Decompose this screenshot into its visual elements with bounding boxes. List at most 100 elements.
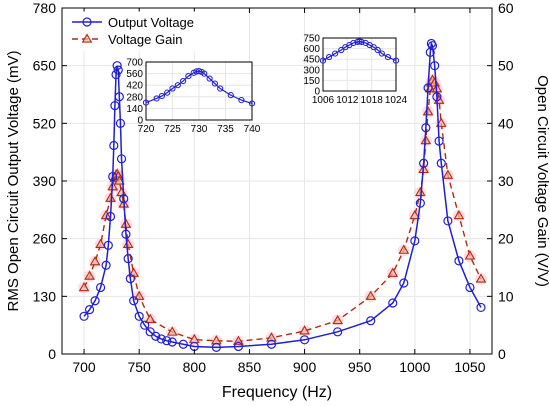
inset-point xyxy=(374,46,381,54)
output-voltage-point xyxy=(410,236,420,246)
voltage-gain-point xyxy=(398,244,410,254)
inset-point xyxy=(227,92,234,99)
output-voltage-point xyxy=(430,61,440,71)
output-voltage-point xyxy=(388,298,398,308)
inset-point xyxy=(142,99,150,106)
voltage-gain-point xyxy=(435,117,447,127)
output-voltage-point xyxy=(415,198,425,208)
inset-point xyxy=(378,50,385,57)
voltage-gain-point xyxy=(387,267,399,277)
output-voltage-point xyxy=(299,335,310,345)
inset-x-tick-label: 1012 xyxy=(336,95,359,106)
output-voltage-point xyxy=(103,240,113,250)
voltage-gain-point xyxy=(133,290,145,300)
y-left-tick-label: 520 xyxy=(33,115,57,131)
output-voltage-point xyxy=(454,256,464,266)
y-right-tick-label: 10 xyxy=(498,288,514,304)
inset-y-tick-label: 140 xyxy=(126,104,143,115)
inset-point xyxy=(384,53,391,61)
output-voltage-point xyxy=(90,296,100,306)
x-tick-label: 700 xyxy=(72,359,96,375)
legend-label: Output Voltage xyxy=(108,15,194,30)
output-voltage-point xyxy=(333,327,343,337)
inset-point xyxy=(211,80,218,87)
output-voltage-point xyxy=(110,100,120,111)
y-right-tick-label: 60 xyxy=(498,0,514,16)
output-voltage-point xyxy=(366,316,376,326)
voltage-gain-point xyxy=(420,134,432,145)
inset-border xyxy=(145,61,253,121)
inset-y-tick-label: 750 xyxy=(303,34,320,45)
y-left-tick-label: 390 xyxy=(33,173,57,189)
output-voltage-point xyxy=(425,47,435,57)
inset-x-tick-label: 1024 xyxy=(385,95,408,106)
output-voltage-line xyxy=(83,40,482,349)
output-voltage-point xyxy=(266,339,277,349)
output-voltage-point xyxy=(134,311,144,321)
voltage-gain-point xyxy=(89,256,101,266)
voltage-gain-point xyxy=(105,192,116,202)
inset-point xyxy=(248,100,256,107)
inset-point xyxy=(195,68,203,75)
voltage-gain-point xyxy=(84,270,95,280)
x-tick-label: 950 xyxy=(348,359,372,375)
output-voltage-point xyxy=(119,194,129,204)
y-axis-right-label: Open Circuit Voltage Gain (V/V) xyxy=(534,75,550,287)
inset-point xyxy=(370,44,377,51)
output-voltage-point xyxy=(421,123,431,133)
output-voltage-point xyxy=(84,305,95,315)
inset-point xyxy=(153,95,160,102)
output-voltage-point xyxy=(79,311,89,321)
output-voltage-point xyxy=(427,41,438,51)
output-voltage-point xyxy=(111,69,121,80)
output-voltage-point xyxy=(436,158,446,168)
voltage-gain-point xyxy=(100,209,112,220)
x-tick-label: 750 xyxy=(127,359,151,375)
inset-y-tick-label: 700 xyxy=(126,58,143,69)
inset-y-tick-label: 560 xyxy=(126,69,143,80)
voltage-gain-point xyxy=(95,238,106,249)
inset-point xyxy=(358,38,365,45)
inset-point xyxy=(217,85,224,92)
voltage-gain-point xyxy=(475,273,487,283)
output-voltage-point xyxy=(419,158,429,168)
output-voltage-point xyxy=(82,17,92,27)
inset-border xyxy=(322,37,397,92)
x-axis-label: Frequency (Hz) xyxy=(222,384,332,401)
y-right-tick-label: 40 xyxy=(498,115,514,131)
output-voltage-point xyxy=(162,336,172,346)
voltage-gain-point xyxy=(113,175,125,185)
x-tick-label: 850 xyxy=(238,359,262,375)
inset-point xyxy=(185,72,192,80)
legend-label: Voltage Gain xyxy=(108,32,182,47)
voltage-gain-point xyxy=(299,325,310,335)
output-voltage-point xyxy=(178,339,188,349)
inset-point xyxy=(332,50,339,57)
output-voltage-point xyxy=(116,154,127,164)
voltage-gain-point xyxy=(266,332,277,342)
inset-y-tick-label: 0 xyxy=(314,87,320,98)
inset-point xyxy=(201,70,208,77)
y-left-tick-label: 0 xyxy=(48,346,56,362)
voltage-gain-point xyxy=(442,169,454,179)
output-voltage-point xyxy=(156,334,166,344)
inset-x-tick-label: 1006 xyxy=(312,95,335,106)
output-voltage-point xyxy=(129,296,139,306)
y-right-tick-label: 0 xyxy=(498,346,506,362)
output-voltage-point xyxy=(95,282,106,293)
inset-point xyxy=(174,82,181,89)
output-voltage-point xyxy=(101,260,111,270)
x-tick-label: 1050 xyxy=(454,359,485,375)
inset-point xyxy=(319,57,327,64)
x-tick-label: 900 xyxy=(293,359,317,375)
output-voltage-point xyxy=(115,118,126,128)
inset-point xyxy=(325,53,333,61)
output-voltage-point xyxy=(105,211,116,222)
inset-y-tick-label: 280 xyxy=(126,92,143,103)
inset-frame xyxy=(322,37,397,92)
inset-x-tick-label: 735 xyxy=(217,124,234,135)
inset-y-tick-label: 450 xyxy=(303,55,320,66)
